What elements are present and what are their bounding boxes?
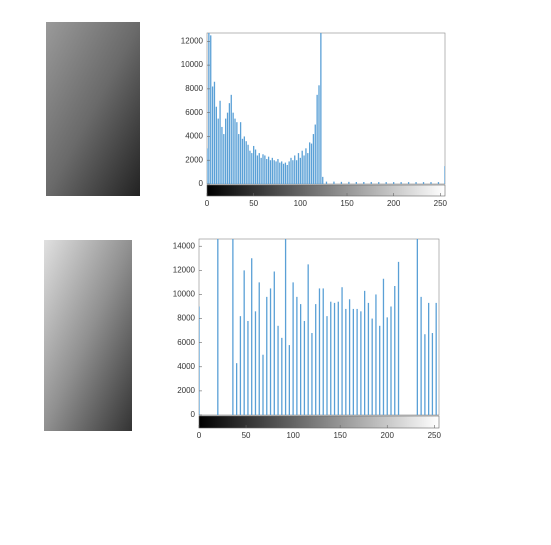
bars (199, 239, 437, 415)
x-tick-label: 100 (286, 431, 300, 440)
x-tick-label: 0 (205, 199, 210, 208)
colorbar (198, 415, 440, 429)
x-tick-label: 250 (434, 199, 448, 208)
original-image (46, 22, 140, 196)
y-tick-label: 0 (191, 410, 196, 419)
x-tick-label: 100 (294, 199, 308, 208)
y-tick-label: 8000 (177, 314, 195, 323)
y-tick-label: 2000 (185, 155, 203, 164)
colorbar (206, 184, 446, 197)
x-tick-label: 50 (249, 199, 258, 208)
x-tick-label: 0 (197, 431, 202, 440)
y-tick-label: 0 (199, 179, 204, 188)
y-tick-label: 12000 (181, 36, 204, 45)
y-tick-label: 6000 (177, 338, 195, 347)
x-tick-label: 200 (381, 431, 395, 440)
y-tick-label: 8000 (185, 84, 203, 93)
x-tick-label: 150 (333, 431, 347, 440)
x-tick-label: 150 (340, 199, 354, 208)
y-tick-label: 4000 (177, 362, 195, 371)
x-tick-label: 200 (387, 199, 401, 208)
y-tick-label: 6000 (185, 108, 203, 117)
y-tick-label: 14000 (173, 241, 196, 250)
y-tick-label: 12000 (173, 265, 196, 274)
y-tick-label: 10000 (181, 60, 204, 69)
y-tick-label: 2000 (177, 386, 195, 395)
x-tick-label: 250 (428, 431, 442, 440)
x-tick-label: 50 (242, 431, 251, 440)
bars (207, 33, 445, 184)
equalized-image (44, 240, 132, 431)
y-tick-label: 10000 (173, 290, 196, 299)
y-tick-label: 4000 (185, 132, 203, 141)
